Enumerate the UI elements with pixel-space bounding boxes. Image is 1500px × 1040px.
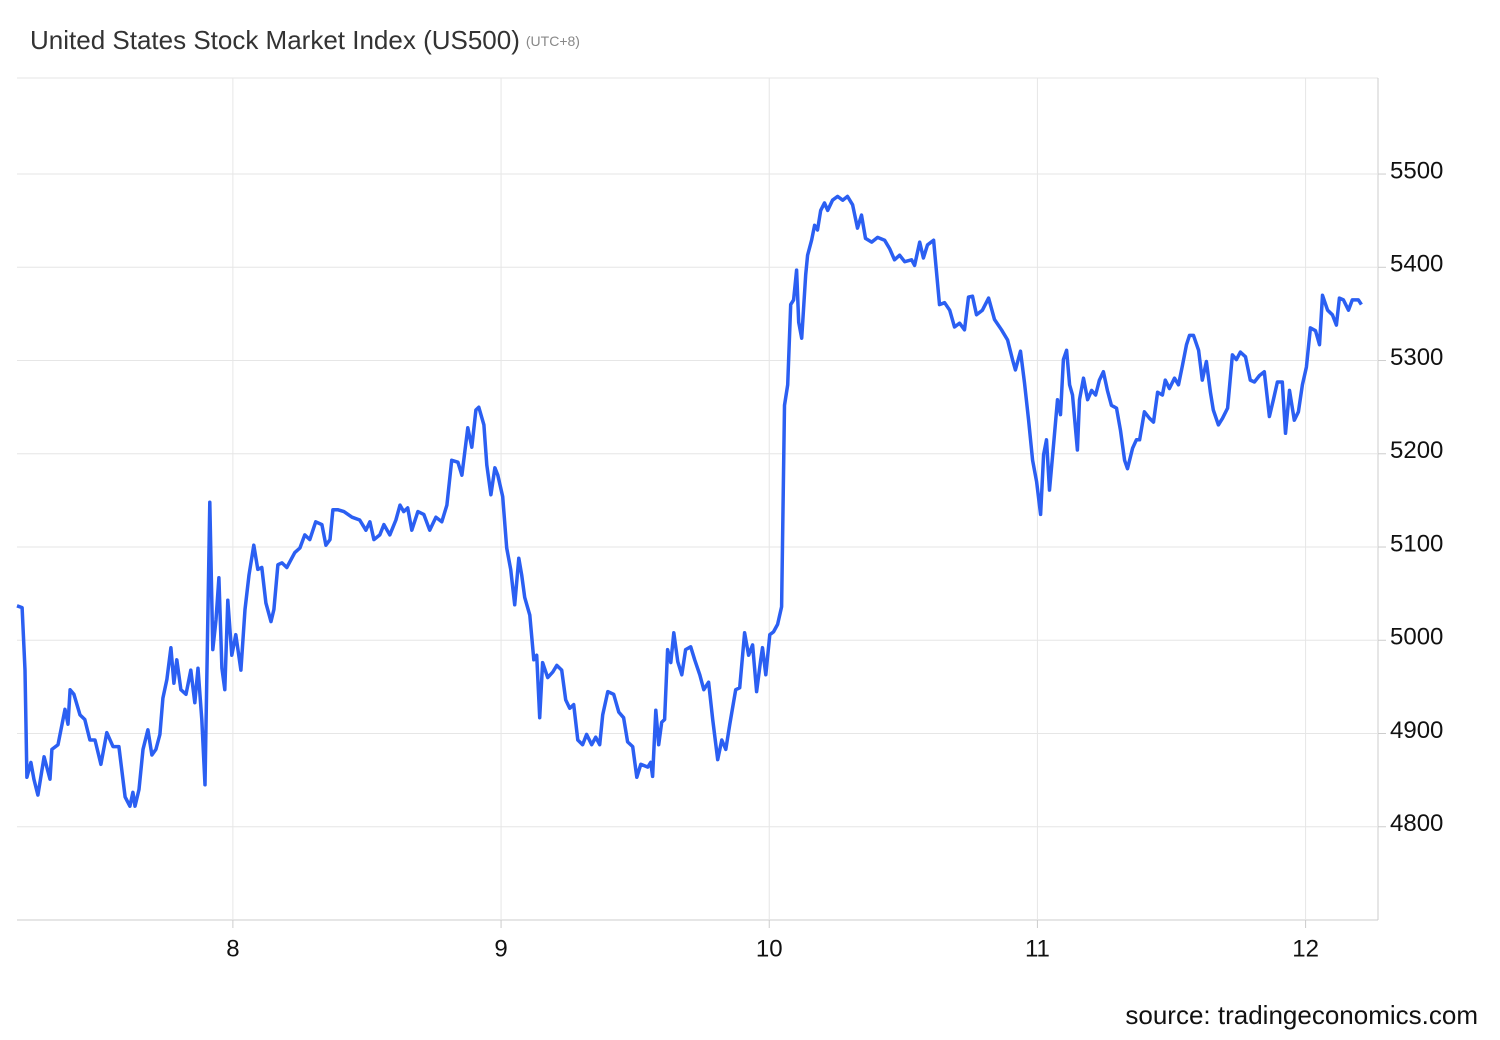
x-tick-label: 10 [756,935,783,962]
x-tick-label: 8 [226,935,239,962]
chart-title: United States Stock Market Index (US500) [30,25,520,55]
x-tick-label: 11 [1025,935,1050,962]
chart-subtitle: (UTC+8) [526,33,580,49]
source-note: source: tradingeconomics.com [1125,1000,1478,1030]
y-tick-label: 5100 [1390,530,1443,557]
price-line [16,194,1363,808]
y-tick-label: 5200 [1390,437,1443,464]
y-tick-label: 4900 [1390,717,1443,744]
y-tick-label: 5400 [1390,251,1443,278]
x-tick-label: 12 [1292,935,1319,962]
x-tick-label: 9 [494,935,507,962]
y-tick-label: 5500 [1390,157,1443,184]
y-tick-label: 4800 [1390,810,1443,837]
chart-header: United States Stock Market Index (US500)… [30,25,580,55]
y-tick-label: 5300 [1390,344,1443,371]
y-tick-label: 5000 [1390,624,1443,651]
